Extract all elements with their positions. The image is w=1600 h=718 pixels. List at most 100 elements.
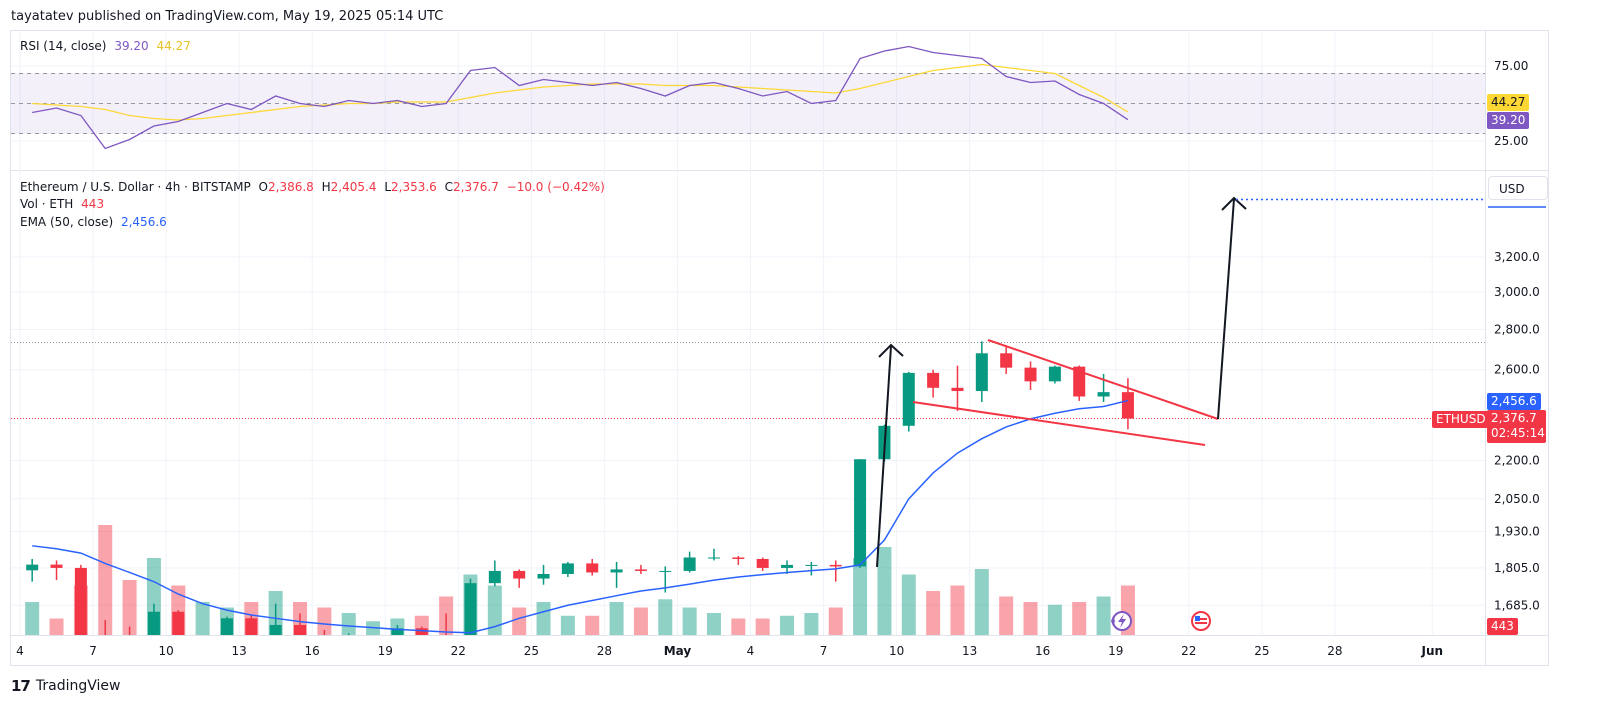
tradingview-brand[interactable]: 17 TradingView: [11, 677, 120, 695]
price-tick-label: 1,805.0: [1494, 561, 1540, 575]
candle: [1121, 378, 1134, 430]
time-tick-label: 13: [232, 644, 247, 658]
candle-body: [245, 618, 258, 635]
us-flag-event-icon[interactable]: [1191, 611, 1211, 631]
volume-bar: [682, 607, 697, 635]
candle-body: [1048, 366, 1061, 382]
price-tick-label: 2,200.0: [1494, 453, 1540, 467]
currency-button[interactable]: USD: [1488, 176, 1548, 200]
candle-body: [440, 638, 452, 640]
price-axis[interactable]: 3,200.0 3,000.0 2,800.0 2,600.0 2,200.0 2,050…: [1494, 59, 1540, 612]
symbol-legend[interactable]: Ethereum / U.S. Dollar · 4h · BITSTAMP O…: [20, 180, 609, 194]
volume-title: Vol · ETH: [20, 197, 74, 211]
volume-bars: [25, 525, 1135, 635]
arrowhead-icon: [1221, 196, 1247, 211]
price-pane[interactable]: [26, 341, 1134, 711]
volume-bar: [901, 574, 916, 635]
price-tick-label: 3,000.0: [1494, 285, 1540, 299]
volume-bar: [999, 596, 1014, 635]
rsi-axis-badge: 39.20: [1487, 112, 1530, 129]
price-tick-label: 2,600.0: [1494, 363, 1540, 377]
candle-body: [902, 372, 915, 426]
candle-body: [683, 557, 696, 571]
candle: [220, 616, 233, 635]
flag-lower-trendline[interactable]: [912, 401, 1206, 446]
candle-body: [537, 573, 550, 579]
volume-legend[interactable]: Vol · ETH 443: [20, 197, 108, 211]
candle-body: [659, 570, 672, 572]
ema-axis-badge: 2,456.6: [1487, 393, 1541, 410]
candle-body: [1097, 392, 1110, 397]
target-arrow[interactable]: [1217, 198, 1235, 420]
last-price-badge: 2,376.7 02:45:14: [1487, 410, 1546, 443]
flag-upper-trendline[interactable]: [987, 339, 1219, 420]
candle-body: [488, 570, 501, 584]
candle-body: [50, 564, 63, 568]
candle-body: [415, 628, 428, 635]
ema-value: 2,456.6: [120, 215, 167, 229]
candle: [829, 560, 842, 582]
time-tick-label: 10: [158, 644, 173, 658]
volume-value: 443: [81, 197, 105, 211]
candle: [902, 371, 915, 432]
time-axis[interactable]: 4 7 10 13 16 19 22 25 28 May 4 7 10 13 16 19 22 25 28 Jun: [16, 644, 1443, 658]
candle-body: [147, 611, 160, 635]
candle: [1000, 345, 1013, 374]
drawings[interactable]: [876, 196, 1546, 568]
high-label: H: [321, 180, 331, 194]
candle-body: [220, 618, 233, 635]
time-tick-label: 13: [962, 644, 977, 658]
price-tick-label: 1,930.0: [1494, 525, 1540, 539]
price-tick-label: 3,200.0: [1494, 250, 1540, 264]
price-tick-label: 1,685.0: [1494, 598, 1540, 612]
candle: [805, 561, 818, 576]
candle: [707, 548, 720, 561]
candle-body: [464, 583, 477, 635]
candle-body: [99, 640, 111, 649]
volume-bar: [1072, 602, 1087, 635]
arrowhead-icon: [878, 343, 904, 358]
rsi-ma-axis-badge: 44.27: [1487, 94, 1530, 111]
time-tick-label: 28: [1327, 644, 1342, 658]
candle-body: [561, 563, 574, 574]
symbol-badge: ETHUSD: [1432, 411, 1490, 428]
volume-axis-badge: 443: [1487, 618, 1518, 635]
lightning-event-icon[interactable]: [1111, 611, 1132, 631]
rsi-pane[interactable]: [32, 45, 1129, 150]
close-value: 2,376.7: [453, 180, 499, 194]
candle: [561, 561, 574, 578]
candle: [756, 557, 769, 571]
candle-body: [318, 637, 330, 642]
candle: [1048, 365, 1061, 384]
flagpole-arrow[interactable]: [876, 345, 892, 568]
volume-bar: [560, 615, 575, 635]
volume-bar: [1096, 596, 1111, 635]
grid: [11, 31, 1485, 635]
volume-bar: [195, 602, 210, 635]
candle-body: [805, 564, 818, 566]
low-label: L: [384, 180, 391, 194]
volume-bar: [853, 558, 868, 635]
rsi-legend[interactable]: RSI (14, close) 39.20 44.27: [20, 39, 195, 53]
tradingview-logo-icon: 17: [11, 677, 31, 695]
ema-line: [32, 399, 1129, 634]
rsi-tick-label: 75.00: [1494, 59, 1528, 73]
volume-bar: [804, 613, 819, 635]
candle-body: [732, 557, 745, 559]
candle: [927, 369, 940, 398]
close-label: C: [444, 180, 454, 194]
candle-body: [1073, 366, 1086, 397]
time-tick-label: 16: [1035, 644, 1050, 658]
chart-frame: [10, 30, 1549, 666]
candle: [318, 629, 330, 642]
candle-body: [610, 569, 623, 573]
ema-legend[interactable]: EMA (50, close) 2,456.6: [20, 215, 171, 229]
time-tick-label: 28: [597, 644, 612, 658]
candle: [488, 560, 501, 587]
low-value: 2,353.6: [391, 180, 437, 194]
candle-body: [269, 624, 282, 635]
candle-body: [1000, 353, 1013, 368]
volume-bar: [317, 607, 332, 635]
candle: [415, 626, 428, 635]
